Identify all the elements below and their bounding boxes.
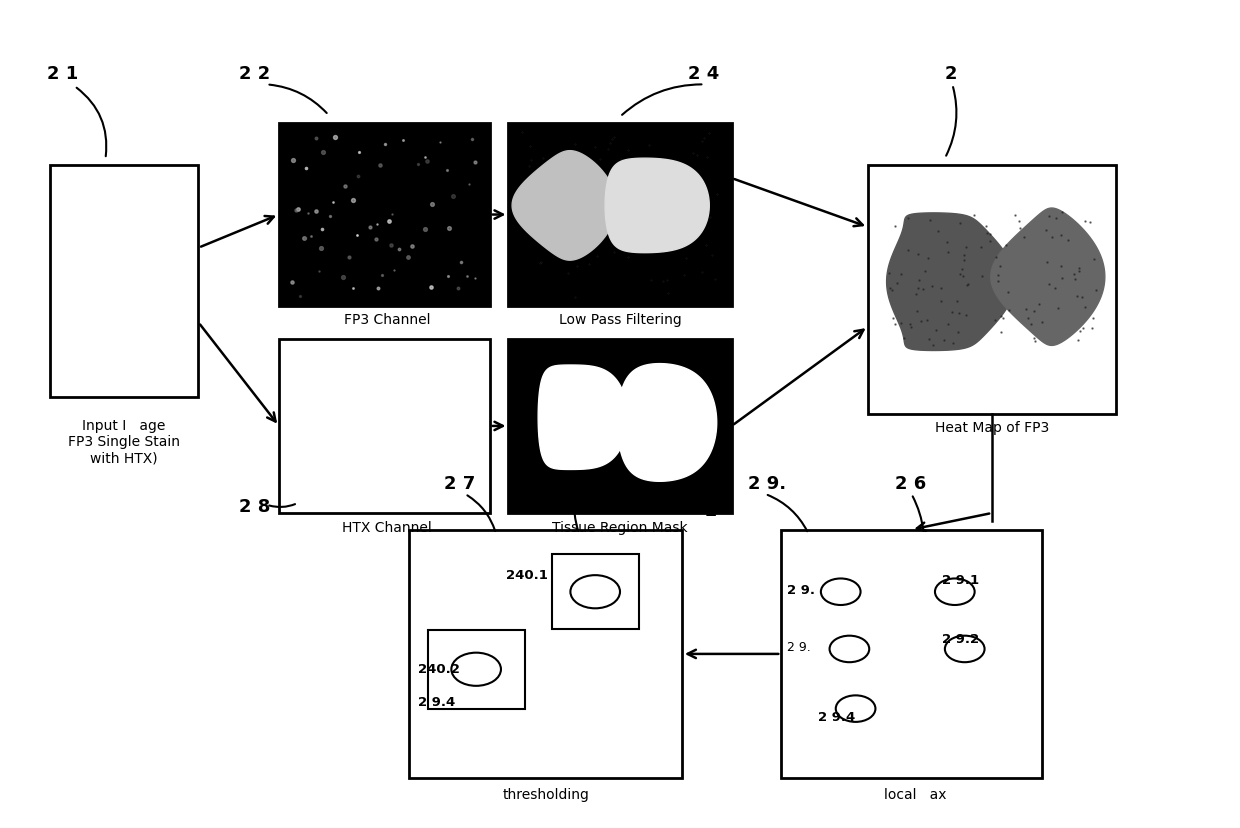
Bar bbox=[508, 124, 732, 306]
Text: 240.2: 240.2 bbox=[418, 662, 460, 676]
Text: 2: 2 bbox=[704, 501, 717, 519]
Bar bbox=[279, 124, 490, 306]
Text: 2 9.2: 2 9.2 bbox=[942, 633, 980, 646]
Text: 2 9.1: 2 9.1 bbox=[942, 573, 980, 586]
Polygon shape bbox=[538, 366, 627, 469]
Circle shape bbox=[830, 636, 869, 662]
Text: 2 7: 2 7 bbox=[444, 474, 475, 493]
Circle shape bbox=[836, 696, 875, 722]
Text: local   ax: local ax bbox=[884, 787, 946, 801]
Text: 2 9.4: 2 9.4 bbox=[818, 710, 856, 723]
Bar bbox=[428, 630, 525, 709]
Text: HTX Channel: HTX Channel bbox=[342, 520, 432, 534]
Text: 2 9.: 2 9. bbox=[787, 640, 811, 653]
Bar bbox=[552, 555, 639, 629]
Polygon shape bbox=[618, 364, 717, 482]
Circle shape bbox=[945, 636, 985, 662]
Circle shape bbox=[451, 652, 501, 686]
Polygon shape bbox=[605, 159, 709, 253]
Polygon shape bbox=[887, 214, 1016, 351]
Text: 2 9.4: 2 9.4 bbox=[418, 695, 455, 708]
Text: 2 6: 2 6 bbox=[895, 474, 926, 493]
Text: Input I   age
FP3 Single Stain
with HTX): Input I age FP3 Single Stain with HTX) bbox=[68, 418, 180, 465]
Text: 2 2: 2 2 bbox=[239, 65, 270, 83]
Text: 2 9.: 2 9. bbox=[787, 583, 816, 596]
Text: FP3 Channel: FP3 Channel bbox=[343, 313, 430, 327]
Circle shape bbox=[570, 575, 620, 609]
Text: 2 9.1: 2 9.1 bbox=[558, 474, 609, 493]
Text: Heat Map of FP3: Heat Map of FP3 bbox=[935, 421, 1049, 435]
Text: thresholding: thresholding bbox=[502, 787, 589, 801]
Text: Low Pass Filtering: Low Pass Filtering bbox=[559, 313, 681, 327]
Polygon shape bbox=[512, 152, 616, 261]
Text: 240.1: 240.1 bbox=[506, 568, 548, 581]
Circle shape bbox=[935, 579, 975, 605]
Bar bbox=[508, 339, 732, 513]
Text: 2 1: 2 1 bbox=[47, 65, 78, 83]
Text: 2 8: 2 8 bbox=[239, 498, 270, 516]
Text: 2 9.: 2 9. bbox=[748, 474, 786, 493]
Text: Tissue Region Mask: Tissue Region Mask bbox=[552, 520, 688, 534]
Bar bbox=[50, 166, 198, 397]
Bar bbox=[868, 166, 1116, 414]
Bar bbox=[781, 530, 1042, 778]
Text: 2 4: 2 4 bbox=[688, 65, 719, 83]
Bar bbox=[279, 339, 490, 513]
Polygon shape bbox=[991, 209, 1105, 346]
Bar bbox=[409, 530, 682, 778]
Text: 2: 2 bbox=[945, 65, 957, 83]
Circle shape bbox=[821, 579, 861, 605]
